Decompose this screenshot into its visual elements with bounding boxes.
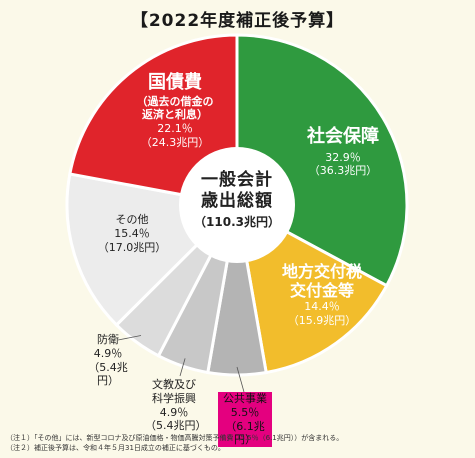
label-shakai: 社会保障 32.9％ （36.3兆円） xyxy=(288,126,398,178)
center-line1: 一般会計 xyxy=(201,170,273,190)
label-kokusai-name: 国債費 xyxy=(148,72,202,93)
label-bunkyo: 文教及び 科学振興 4.9％ （5.4兆円） xyxy=(145,378,207,433)
label-boei-amt: （5.4兆円） xyxy=(88,360,128,388)
label-bunkyo-pct: 4.9％ xyxy=(159,405,189,419)
label-koukyo: 公共事業 5.5％ （6.1兆円） xyxy=(218,392,272,447)
label-kokusai-sub1: （過去の借金の xyxy=(136,94,214,108)
leader-line-3 xyxy=(179,358,186,377)
center-line3: （110.3兆円） xyxy=(194,214,280,229)
footnote-2: （注２）補正後予算は、令和４年５月31日成立の補正に基づくもの。 xyxy=(6,444,225,453)
label-chiho-name2: 交付金等 xyxy=(289,281,354,301)
label-kokusai-amt: （24.3兆円） xyxy=(140,135,210,149)
label-bunkyo-amt: （5.4兆円） xyxy=(145,419,207,433)
label-shakai-amt: （36.3兆円） xyxy=(308,164,378,178)
label-sonota-name: その他 xyxy=(115,213,149,226)
label-sonota-amt: （17.0兆円） xyxy=(97,240,167,254)
label-bunkyo-name1: 文教及び xyxy=(152,378,196,391)
chart-title: 【2022年度補正後予算】 xyxy=(130,11,345,31)
label-sonota: その他 15.4％ （17.0兆円） xyxy=(92,213,172,254)
label-chiho-pct: 14.4％ xyxy=(304,300,340,314)
label-shakai-name: 社会保障 xyxy=(307,126,379,147)
label-chiho: 地方交付税 交付金等 14.4％ （15.9兆円） xyxy=(262,262,382,328)
center-hole xyxy=(179,147,295,263)
leader-line-2 xyxy=(236,366,245,393)
label-bunkyo-name2: 科学振興 xyxy=(152,391,196,405)
label-koukyo-pct: 5.5％ xyxy=(230,405,260,419)
label-kokusai: 国債費 （過去の借金の 返済と利息） 22.1％ （24.3兆円） xyxy=(120,72,230,150)
footnotes: （注１）「その他」には、新型コロナ及び原油価格・物価高騰対策予備費（5.5％（6… xyxy=(6,433,471,453)
label-boei-name: 防衛 xyxy=(97,333,119,346)
pie-slice-6 xyxy=(68,33,239,207)
label-koukyo-name: 公共事業 xyxy=(223,392,267,405)
label-boei-pct: 4.9％ xyxy=(93,346,123,360)
center-line2: 歳出総額 xyxy=(201,191,273,212)
label-chiho-name1: 地方交付税 xyxy=(281,262,362,281)
label-koukyo-amt: （6.1兆円） xyxy=(225,419,265,447)
label-chiho-amt: （15.9兆円） xyxy=(287,314,357,328)
label-kokusai-pct: 22.1％ xyxy=(157,122,193,135)
center-total-label: 一般会計 歳出総額 （110.3兆円） xyxy=(180,170,294,230)
footnote-1: （注１）「その他」には、新型コロナ及び原油価格・物価高騰対策予備費（5.5％（6… xyxy=(6,434,344,442)
leader-line-4 xyxy=(117,335,142,341)
label-shakai-pct: 32.9％ xyxy=(325,150,361,164)
label-boei: 防衛 4.9％ （5.4兆円） xyxy=(86,333,130,388)
label-sonota-pct: 15.4％ xyxy=(114,226,150,240)
label-kokusai-sub2: 返済と利息） xyxy=(142,108,208,122)
